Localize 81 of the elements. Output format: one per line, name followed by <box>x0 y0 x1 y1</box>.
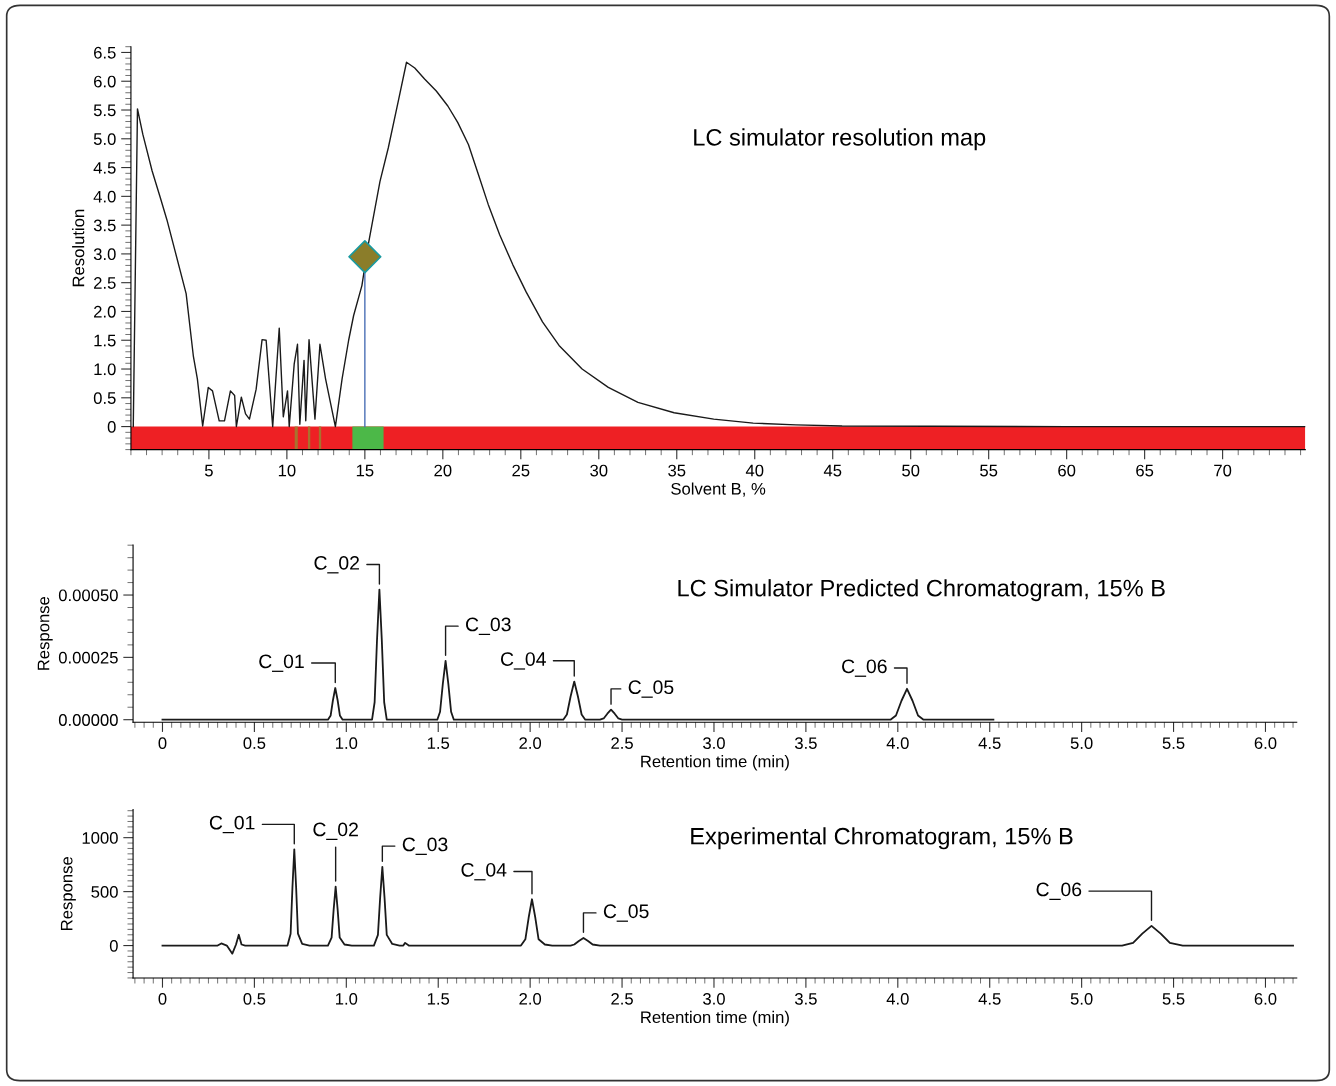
annotation: C_05 <box>603 904 649 922</box>
y-tick-label: 2.5 <box>94 277 116 289</box>
x-tick-label: 5.0 <box>1070 737 1093 750</box>
y-tick-label: 0 <box>109 939 118 952</box>
x-tick-label: 40 <box>745 464 764 477</box>
y-tick-label: 4.5 <box>93 162 116 174</box>
x-axis-title: Retention time (min) <box>641 1010 789 1027</box>
x-tick-label: 0 <box>158 737 167 750</box>
x-tick-label: 4.0 <box>886 737 909 750</box>
x-axis-title: Retention time (min) <box>641 755 789 771</box>
x-tick-label: 2.0 <box>519 992 542 1005</box>
annotation: C_04 <box>461 862 507 881</box>
text: LC Simulator Predicted Chromatogram, 15% B <box>678 579 1165 602</box>
annotation: C_06 <box>1036 882 1082 900</box>
x-tick-label: 1.5 <box>427 737 450 750</box>
x-tick-label: 5.5 <box>1162 993 1185 1005</box>
annotation: C_01 <box>259 654 304 672</box>
y-tick-label: 0.00050 <box>58 589 118 602</box>
annotation: C_03 <box>466 617 511 636</box>
y-tick-label: 5.0 <box>93 133 116 145</box>
y-axis-title: Response <box>37 596 53 670</box>
x-tick-label: 5 <box>204 464 213 477</box>
x-tick-label: 1.0 <box>336 992 358 1005</box>
y-tick-label: 4.0 <box>93 190 116 203</box>
x-tick-label: 2.5 <box>611 737 633 750</box>
x-tick-label: 1.5 <box>427 993 450 1005</box>
y-tick-label: 6.5 <box>94 46 116 59</box>
y-tick-label: 3.0 <box>93 248 116 261</box>
x-tick-label: 30 <box>590 464 608 477</box>
annotation: C_01 <box>209 815 255 834</box>
x-tick-label: 5.5 <box>1162 737 1185 750</box>
text: LC simulator resolution map <box>694 128 986 151</box>
x-tick-label: 4.5 <box>978 993 1001 1005</box>
y-tick-label: 0.5 <box>93 392 116 404</box>
x-tick-label: 60 <box>1058 464 1076 477</box>
x-tick-label: 0 <box>158 992 167 1005</box>
x-tick-label: 65 <box>1136 464 1154 477</box>
y-tick-label: 6.0 <box>94 75 116 88</box>
annotation: C_04 <box>500 652 546 670</box>
x-tick-label: 3.5 <box>794 992 817 1005</box>
x-tick-label: 45 <box>823 464 842 477</box>
x-tick-label: 70 <box>1214 464 1232 477</box>
x-tick-label: 35 <box>668 464 686 477</box>
x-tick-label: 0.5 <box>243 992 266 1005</box>
annotation: C_02 <box>314 556 359 574</box>
x-tick-label: 25 <box>512 464 530 477</box>
y-axis-title: Response <box>60 856 76 930</box>
y-tick-label: 2.0 <box>94 305 116 318</box>
x-tick-label: 4.5 <box>978 737 1001 750</box>
x-tick-label: 0.5 <box>243 737 266 750</box>
x-tick-label: 55 <box>980 464 998 477</box>
x-tick-label: 4.0 <box>886 992 909 1005</box>
x-tick-label: 2.0 <box>519 737 542 750</box>
y-tick-label: 5.5 <box>93 104 116 117</box>
x-tick-label: 6.0 <box>1254 992 1277 1005</box>
y-tick-label: 0.00025 <box>58 651 118 664</box>
y-tick-label: 1.0 <box>94 363 116 376</box>
x-tick-label: 3.0 <box>703 737 725 750</box>
x-tick-label: 10 <box>278 464 296 477</box>
y-tick-label: 0 <box>107 420 116 433</box>
annotation: C_06 <box>842 659 887 677</box>
x-axis-title: Solvent B, % <box>671 482 766 497</box>
x-tick-label: 6.0 <box>1254 737 1277 750</box>
x-tick-label: 5.0 <box>1070 992 1093 1005</box>
y-tick-label: 500 <box>91 886 118 898</box>
annotation: C_03 <box>402 837 448 855</box>
text: Experimental Chromatogram, 15% B <box>691 827 1073 850</box>
x-tick-label: 20 <box>434 464 452 477</box>
annotation: C_02 <box>313 822 358 840</box>
y-tick-label: 3.5 <box>93 219 116 232</box>
x-tick-label: 3.5 <box>794 737 817 750</box>
y-tick-label: 1000 <box>82 832 118 844</box>
x-tick-label: 15 <box>356 464 374 477</box>
y-axis-title: Resolution <box>72 209 85 287</box>
x-tick-label: 1.0 <box>336 737 358 750</box>
x-tick-label: 2.5 <box>611 992 633 1005</box>
x-tick-label: 3.0 <box>703 992 725 1005</box>
annotation: C_05 <box>628 680 674 698</box>
y-tick-label: 1.5 <box>94 334 116 347</box>
x-tick-label: 50 <box>902 464 920 477</box>
y-tick-label: 0.00000 <box>58 714 118 726</box>
